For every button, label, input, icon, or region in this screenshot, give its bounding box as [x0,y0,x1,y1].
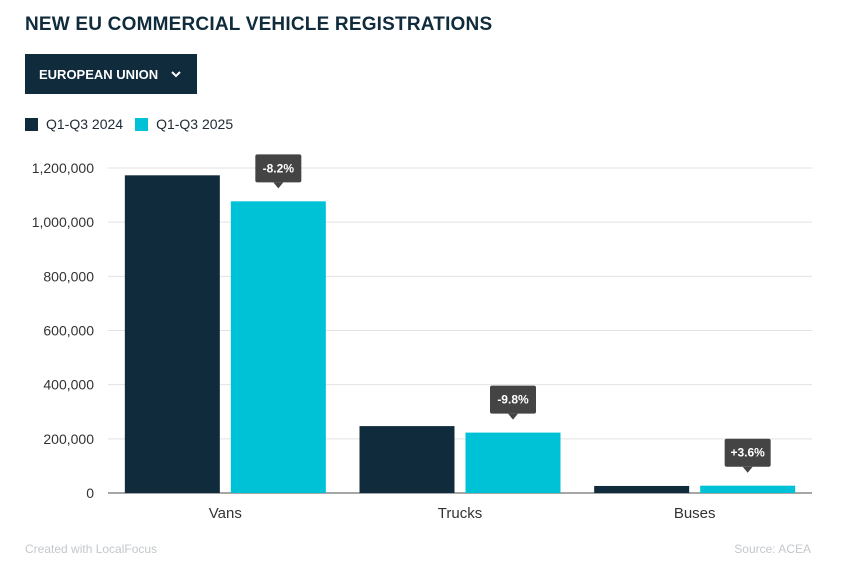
change-badge-label: -8.2% [263,161,295,175]
bar-chart: 0 200,000 400,000 600,000 800,000 1,000,000 1,… [32,154,812,522]
y-tick-label: 200,000 [43,431,94,447]
region-dropdown[interactable]: EUROPEAN UNION [25,54,197,94]
change-badge-pointer [508,413,518,420]
bar-trucks-0 [359,426,455,493]
y-tick-label: 800,000 [43,268,94,284]
x-tick-label: Buses [674,505,716,522]
x-tick-label: Trucks [438,505,482,522]
change-badge-label: +3.6% [730,446,765,460]
change-badge-pointer [273,182,284,189]
y-tick-label: 600,000 [43,323,94,339]
bar-buses-0 [594,485,690,493]
bar-trucks-1 [465,432,561,493]
change-badge-label: -9.8% [497,393,529,407]
chart-title: NEW EU COMMERCIAL VEHICLE REGISTRATIONS [25,14,493,35]
y-tick-label: 1,000,000 [32,214,94,230]
bar-vans-1 [230,201,326,493]
y-tick-label: 400,000 [43,377,94,393]
legend-label-2025: Q1-Q3 2025 [156,116,234,132]
y-tick-label: 1,200,000 [32,160,94,176]
chevron-down-icon [170,68,182,80]
bar-buses-1 [700,485,796,493]
legend-swatch-2024 [25,117,38,131]
y-tick-label: 0 [86,485,94,501]
change-badge [490,385,536,414]
x-tick-label: Vans [209,505,242,522]
legend-label-2024: Q1-Q3 2024 [46,116,124,132]
bar-vans-0 [124,175,220,493]
legend: Q1-Q3 2024 Q1-Q3 2025 [25,116,233,132]
change-badge [724,438,771,467]
legend-item-2025[interactable]: Q1-Q3 2025 [135,116,233,132]
change-badge [255,154,302,183]
source-text: Source: ACEA [734,542,811,556]
credit-text: Created with LocalFocus [25,542,158,556]
region-dropdown-label: EUROPEAN UNION [39,66,159,82]
legend-swatch-2025 [135,117,149,131]
legend-item-2024[interactable]: Q1-Q3 2024 [25,116,123,132]
change-badge-pointer [742,466,753,473]
